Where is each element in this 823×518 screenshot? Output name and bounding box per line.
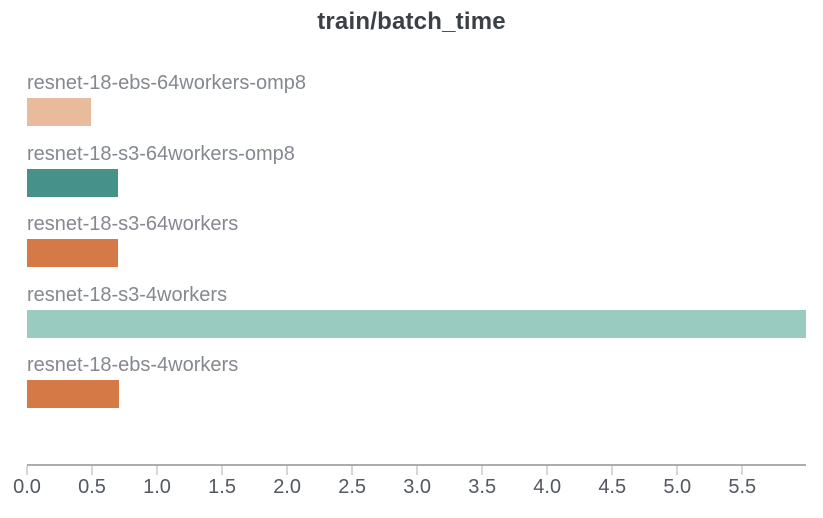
x-tick-mark [741,466,743,475]
x-tick-mark [221,466,223,475]
x-tick-label: 3.5 [468,476,497,498]
x-tick-label: 4.0 [533,476,562,498]
x-tick-label: 1.5 [208,476,236,498]
bar-row: resnet-18-ebs-4workers [27,354,806,425]
bar [27,309,806,338]
bar [27,380,120,409]
x-tick-label: 0.0 [13,476,41,498]
bar-row: resnet-18-s3-4workers [27,284,806,355]
bar-label: resnet-18-s3-4workers [27,283,228,306]
bar-row: resnet-18-s3-64workers [27,213,806,284]
x-tick-label: 3.0 [403,476,432,498]
x-tick-mark [156,466,158,475]
x-axis-line [27,464,806,466]
bar-row: resnet-18-s3-64workers-omp8 [27,143,806,214]
bar [27,98,91,126]
x-tick-mark [676,466,678,475]
bar-chart: resnet-18-ebs-64workers-omp8 resnet-18-s3… [13,0,806,518]
x-tick-label: 5.5 [728,476,757,498]
bar-label: resnet-18-s3-64workers [27,213,239,236]
bar [27,239,119,268]
x-tick-label: 1.0 [143,476,171,498]
bar [27,168,119,197]
x-tick-label: 0.5 [78,476,106,498]
chart-title: train/batch_time [317,8,506,35]
x-tick-mark [546,466,548,475]
x-tick-mark [416,466,418,475]
bar-row: resnet-18-ebs-64workers-omp8 [27,72,806,143]
x-tick-mark [351,466,353,475]
x-tick-label: 4.5 [598,476,627,498]
x-tick-label: 2.5 [338,476,367,498]
x-tick-mark [611,466,613,475]
x-tick-mark [26,466,28,475]
bar-label: resnet-18-s3-64workers-omp8 [27,142,295,165]
x-tick-mark [91,466,93,475]
x-tick-label: 5.0 [663,476,692,498]
bar-rows: resnet-18-ebs-64workers-omp8 resnet-18-s3… [27,72,806,425]
bar-label: resnet-18-ebs-64workers-omp8 [27,72,307,94]
bar-label: resnet-18-ebs-4workers [27,354,239,377]
x-tick-label: 2.0 [273,476,301,498]
x-tick-mark [286,466,288,475]
x-tick-mark [481,466,483,475]
